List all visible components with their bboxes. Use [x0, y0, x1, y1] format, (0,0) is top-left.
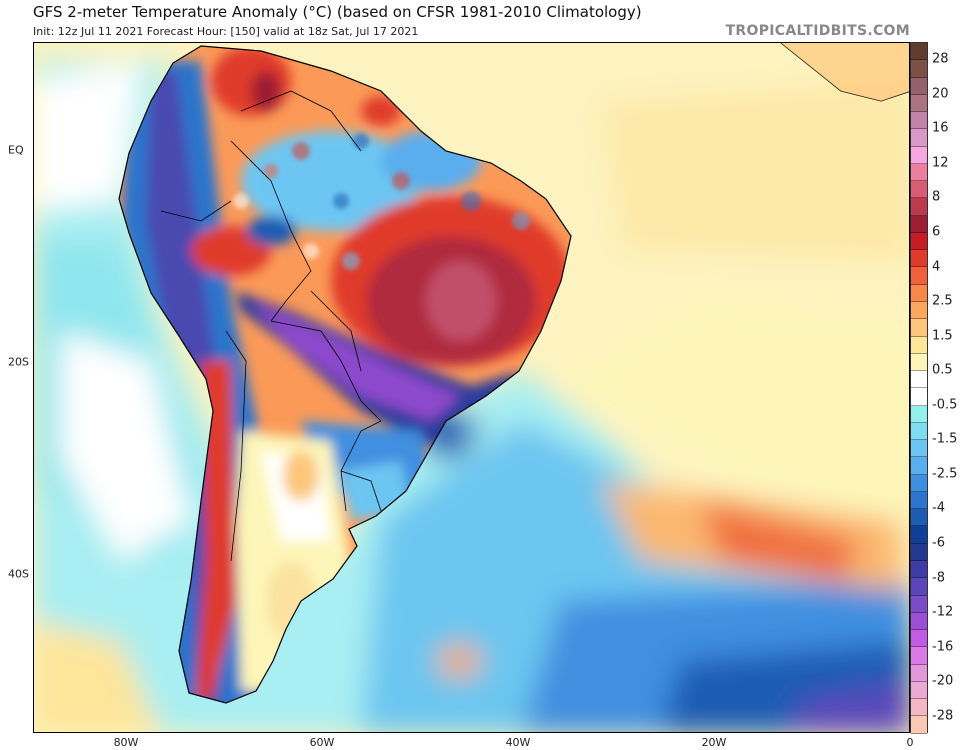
lat-label: EQ [8, 143, 24, 157]
colorbar-segment [911, 215, 927, 233]
colorbar-label: -1.5 [932, 431, 958, 447]
colorbar-label: -20 [932, 673, 954, 689]
lon-label: 0 [906, 736, 914, 749]
colorbar-segment [911, 301, 927, 320]
colorbar-segment [911, 422, 927, 441]
colorbar-segment [911, 526, 927, 544]
lon-label: 60W [309, 736, 335, 749]
colorbar-segment [911, 595, 927, 613]
colorbar-segment [911, 146, 927, 164]
africa-land [781, 43, 909, 101]
colorbar-segment [911, 560, 927, 579]
colorbar-segment [911, 77, 927, 95]
map-canvas [34, 43, 909, 732]
lat-label: 40S [8, 567, 29, 581]
colorbar-segment [911, 232, 927, 251]
colorbar-segment [911, 198, 927, 216]
colorbar-label: 20 [932, 86, 949, 102]
colorbar-segment [911, 509, 927, 527]
colorbar-label: 2.5 [932, 293, 953, 309]
colorbar-segment [911, 491, 927, 510]
colorbar-segment [911, 267, 927, 285]
colorbar-segment [911, 699, 927, 717]
colorbar-segment [911, 440, 927, 458]
colorbar [910, 42, 928, 734]
colorbar-label: 0.5 [932, 362, 953, 378]
colorbar-label: 6 [932, 224, 941, 240]
colorbar-label: -28 [932, 708, 954, 724]
colorbar-segment [911, 457, 927, 475]
colorbar-segment [911, 94, 927, 113]
forecast-info: Init: 12z Jul 11 2021 Forecast Hour: [15… [33, 25, 419, 38]
colorbar-label: -4 [932, 500, 945, 516]
colorbar-segment [911, 474, 927, 492]
colorbar-label: 16 [932, 120, 949, 136]
colorbar-segment [911, 630, 927, 648]
colorbar-label: -12 [932, 604, 954, 620]
colorbar-segment [911, 112, 927, 130]
colorbar-label: -16 [932, 639, 954, 655]
colorbar-label: -6 [932, 535, 945, 551]
colorbar-segment [911, 647, 927, 665]
colorbar-segment [911, 250, 927, 268]
colorbar-segment [911, 388, 927, 406]
colorbar-segment [911, 43, 927, 61]
colorbar-label: 1.5 [932, 328, 953, 344]
colorbar-segment [911, 181, 927, 199]
colorbar-segment [911, 578, 927, 596]
colorbar-label: -8 [932, 570, 945, 586]
colorbar-segment [911, 60, 927, 78]
lon-label: 80W [113, 736, 139, 749]
colorbar-label: 28 [932, 51, 949, 67]
colorbar-label: 4 [932, 259, 941, 275]
colorbar-segment [911, 543, 927, 561]
colorbar-segment [911, 681, 927, 700]
anomaly-map [33, 42, 910, 733]
colorbar-segment [911, 664, 927, 682]
colorbar-segment [911, 129, 927, 147]
lon-label: 40W [505, 736, 531, 749]
lat-label: 20S [8, 355, 29, 369]
country-borders [160, 90, 382, 562]
colorbar-segment [911, 612, 927, 631]
colorbar-label: 12 [932, 155, 949, 171]
colorbar-segment [911, 353, 927, 372]
colorbar-segment [911, 371, 927, 389]
chart-title: GFS 2-meter Temperature Anomaly (°C) (ba… [33, 3, 642, 21]
colorbar-segment [911, 336, 927, 354]
colorbar-segment [911, 716, 927, 734]
colorbar-segment [911, 319, 927, 337]
colorbar-label: 8 [932, 189, 941, 205]
colorbar-segment [911, 163, 927, 182]
lon-label: 20W [701, 736, 727, 749]
colorbar-label: -0.5 [932, 397, 958, 413]
site-brand: TROPICALTIDBITS.COM [725, 23, 910, 39]
colorbar-label: -2.5 [932, 466, 958, 482]
colorbar-segment [911, 284, 927, 302]
colorbar-segment [911, 405, 927, 423]
